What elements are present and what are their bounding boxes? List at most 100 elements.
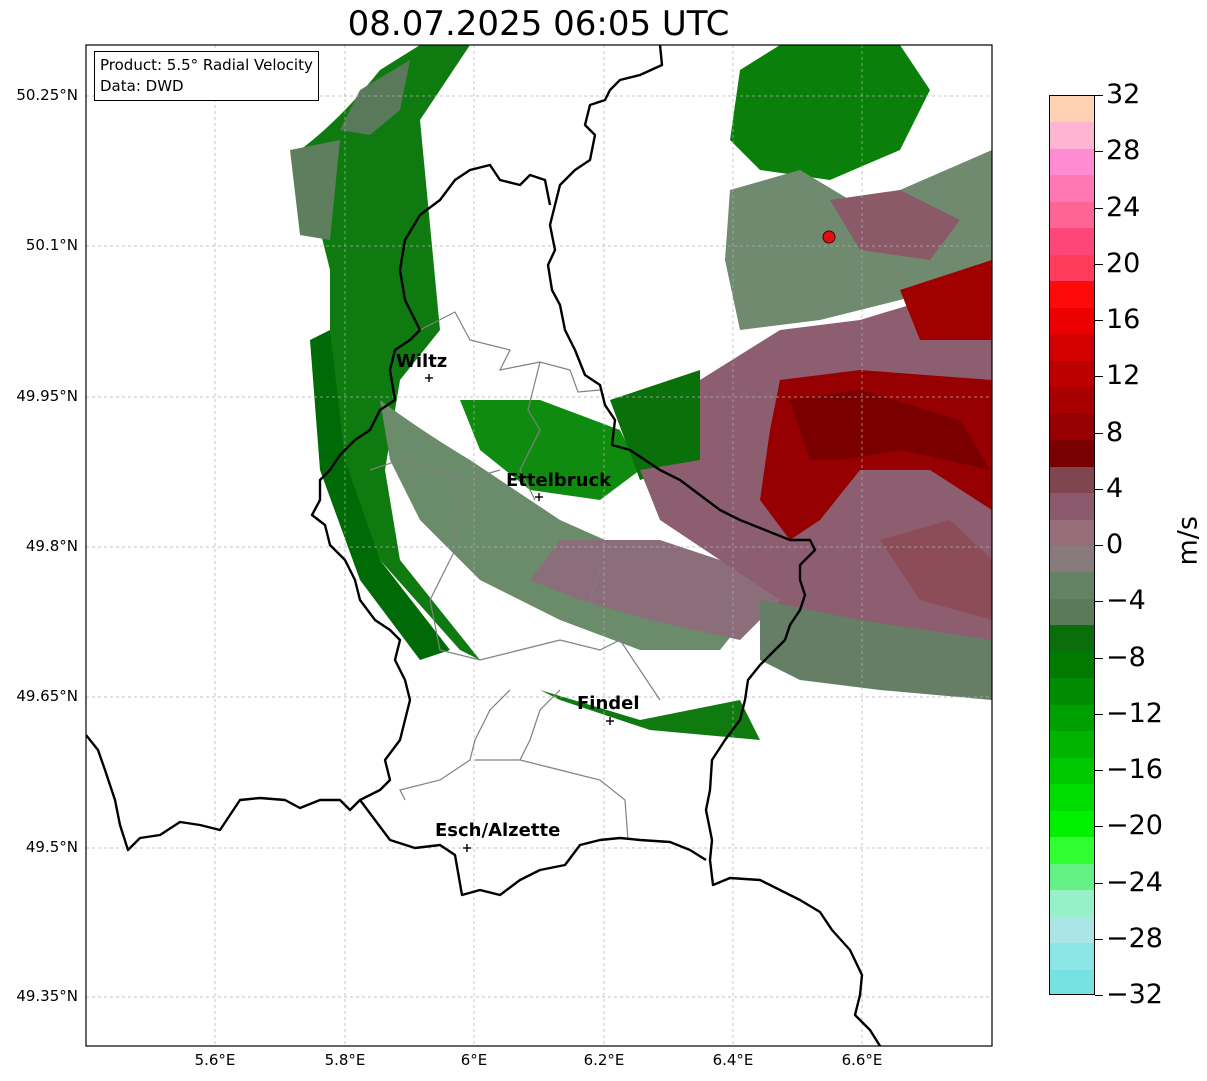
lat-label: 50.25°N	[16, 86, 78, 104]
colorbar-tick-label: −4	[1106, 585, 1146, 617]
colorbar-segment	[1050, 122, 1094, 150]
colorbar-segment	[1050, 969, 1094, 994]
national-borders	[86, 45, 882, 1046]
colorbar-tick	[1095, 432, 1103, 434]
colorbar-segment	[1050, 890, 1094, 918]
colorbar-tick	[1095, 488, 1103, 490]
colorbar-segment	[1050, 598, 1094, 627]
radar-echo-layer	[290, 45, 992, 740]
city-label-ettelbruck: Ettelbruck	[506, 470, 612, 491]
colorbar-segment	[1050, 625, 1094, 653]
map-title: 08.07.2025 06:05 UTC	[347, 4, 730, 44]
colorbar-tick-label: 28	[1106, 135, 1141, 167]
colorbar-unit-label: m/s	[1172, 516, 1204, 566]
lat-label: 49.65°N	[16, 687, 78, 705]
colorbar-segment	[1050, 651, 1094, 680]
lat-label: 49.8°N	[25, 537, 78, 555]
colorbar-tick	[1095, 545, 1103, 546]
colorbar-segment	[1050, 440, 1094, 468]
colorbar-segment	[1050, 678, 1094, 706]
colorbar-tick	[1095, 882, 1103, 884]
colorbar-segment	[1050, 572, 1094, 600]
lat-label: 49.95°N	[16, 387, 78, 405]
colorbar-segment	[1050, 757, 1094, 786]
colorbar-segment	[1050, 201, 1094, 230]
city-label-esch: Esch/Alzette	[435, 820, 561, 841]
city-marker-ettelbruck	[535, 493, 543, 501]
colorbar-segment	[1050, 387, 1094, 415]
lat-label: 50.1°N	[25, 236, 78, 254]
radar-site-marker	[822, 230, 836, 244]
colorbar-segment	[1050, 546, 1094, 574]
colorbar-tick	[1095, 770, 1103, 771]
colorbar-tick	[1095, 995, 1103, 996]
colorbar-segment	[1050, 175, 1094, 203]
city-marker-esch	[463, 844, 471, 852]
colorbar-tick	[1095, 151, 1103, 153]
colorbar-tick-label: 24	[1106, 191, 1141, 223]
colorbar-segment	[1050, 360, 1094, 389]
lat-label: 49.5°N	[25, 838, 78, 856]
colorbar-tick	[1095, 263, 1103, 265]
colorbar-tick	[1095, 826, 1103, 828]
plot-frame	[85, 44, 993, 1047]
lon-label: 6°E	[460, 1051, 488, 1069]
colorbar-segment	[1050, 943, 1094, 971]
colorbar-segment	[1050, 519, 1094, 547]
lon-label: 6.2°E	[583, 1051, 625, 1069]
colorbar-segment	[1050, 704, 1094, 733]
colorbar-tick-label: 20	[1106, 247, 1141, 279]
colorbar-segment	[1050, 810, 1094, 839]
colorbar-segment	[1050, 731, 1094, 759]
colorbar-segment	[1050, 254, 1094, 283]
colorbar-tick-label: −32	[1106, 979, 1163, 1010]
colorbar-tick-label: −16	[1106, 754, 1163, 785]
colorbar-segment	[1050, 334, 1094, 362]
city-label-findel: Findel	[577, 693, 640, 714]
colorbar-segment	[1050, 837, 1094, 865]
colorbar-segment	[1050, 281, 1094, 309]
colorbar-tick-label: −20	[1106, 810, 1163, 842]
colorbar-segment	[1050, 96, 1094, 124]
colorbar-segment	[1050, 466, 1094, 495]
colorbar-tick-label: −12	[1106, 697, 1163, 729]
lon-label: 5.8°E	[324, 1051, 366, 1069]
colorbar-tick	[1095, 95, 1103, 96]
colorbar-tick-label: 8	[1106, 416, 1124, 448]
colorbar-segment	[1050, 307, 1094, 336]
colorbar-tick-label: 4	[1106, 472, 1124, 504]
colorbar-tick	[1095, 601, 1103, 603]
colorbar-tick	[1095, 713, 1103, 715]
colorbar-segment	[1050, 863, 1094, 892]
lon-label: 6.4°E	[712, 1051, 754, 1069]
colorbar-segment	[1050, 413, 1094, 442]
city-markers	[425, 374, 614, 852]
lon-label: 6.6°E	[841, 1051, 883, 1069]
district-borders	[369, 311, 661, 841]
colorbar-segment	[1050, 916, 1094, 945]
colorbar-tick	[1095, 320, 1103, 321]
colorbar-segment	[1050, 784, 1094, 812]
product-info-box: Product: 5.5° Radial Velocity Data: DWD	[94, 51, 319, 101]
lat-label: 49.35°N	[16, 987, 78, 1005]
colorbar-tick-label: 32	[1106, 79, 1141, 110]
colorbar-tick	[1095, 376, 1103, 378]
colorbar-tick-label: 0	[1106, 529, 1124, 560]
lon-label: 5.6°E	[194, 1051, 236, 1069]
colorbar-tick	[1095, 938, 1103, 940]
colorbar-tick-label: −8	[1106, 641, 1146, 673]
colorbar-tick-label: −24	[1106, 866, 1163, 898]
colorbar-tick	[1095, 207, 1103, 209]
velocity-colorbar	[1049, 95, 1095, 995]
data-source-label: Data: DWD	[100, 77, 184, 95]
colorbar-tick	[1095, 657, 1103, 659]
colorbar-tick-label: 16	[1106, 304, 1141, 335]
colorbar-segment	[1050, 493, 1094, 521]
product-label: Product: 5.5° Radial Velocity	[100, 56, 313, 74]
city-marker-wiltz	[425, 374, 433, 382]
city-label-wiltz: Wiltz	[396, 351, 448, 372]
colorbar-tick-label: 12	[1106, 360, 1141, 392]
colorbar-segment	[1050, 228, 1094, 256]
city-marker-findel	[606, 717, 614, 725]
